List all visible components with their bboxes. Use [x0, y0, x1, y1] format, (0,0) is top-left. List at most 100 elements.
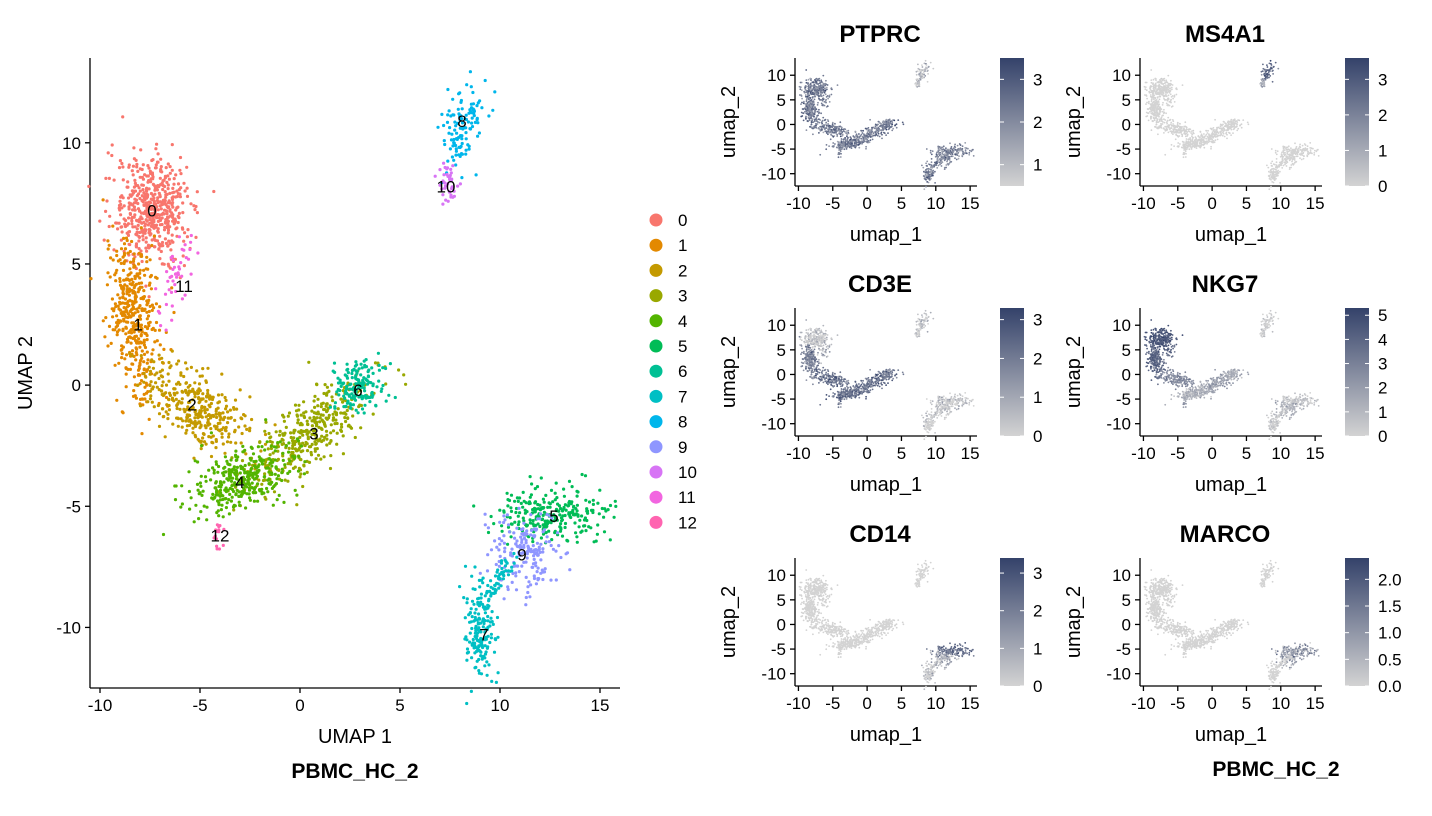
cluster-7-point [483, 594, 487, 598]
cluster-4-point [252, 499, 256, 503]
cluster-3-point [305, 470, 309, 474]
cluster-4-point [194, 503, 198, 507]
feature-ptprc-point [938, 153, 940, 156]
cluster-1-point [145, 310, 149, 314]
cluster-4-point [217, 514, 221, 518]
cluster-3-point [284, 425, 288, 429]
feature-ptprc-point [917, 63, 919, 66]
feature-ptprc-point [809, 96, 812, 99]
cluster-0-point [183, 231, 187, 235]
cluster-0-point [159, 165, 163, 169]
cluster-9-point [537, 577, 541, 581]
feature-ptprc-point [926, 80, 929, 83]
cluster-1-point [127, 330, 131, 334]
feature-ms4a1-point [1154, 77, 1157, 80]
cluster-7-point [497, 586, 501, 590]
cluster-0-point [142, 220, 146, 224]
cluster-8-point [464, 152, 468, 156]
cluster-0-point [159, 207, 163, 211]
cluster-9-point [503, 518, 507, 522]
cluster-7-point [472, 602, 476, 606]
cluster-9-point [502, 541, 506, 545]
feature-ptprc-point [812, 108, 815, 111]
feature-ptprc-point [929, 149, 932, 152]
cluster-5-point [596, 501, 600, 505]
cluster-9-point [526, 590, 530, 595]
cluster-9-point [517, 506, 521, 510]
cluster-0-point [120, 161, 124, 166]
cluster-4-point [218, 480, 223, 484]
feature-ptprc-point [854, 142, 856, 144]
cluster-7-point [476, 600, 480, 605]
cluster-3-point [301, 449, 305, 453]
feature-ptprc-point [808, 98, 810, 101]
cluster-0-point [149, 191, 153, 196]
cluster-3-point [307, 460, 312, 464]
cluster-10-point [449, 167, 453, 171]
cluster-7-point [483, 611, 487, 615]
cluster-2-point [159, 374, 163, 378]
cluster-3-point [281, 438, 285, 442]
feature-ptprc-point [818, 121, 821, 124]
feature-ms4a1-x-tick-label: 5 [1242, 194, 1251, 213]
feature-ptprc-point [800, 111, 803, 114]
cluster-0-point [178, 168, 182, 172]
cluster-7-point [470, 656, 474, 660]
cluster-3-point [323, 424, 327, 428]
cluster-5-point [544, 525, 548, 529]
cluster-8-point [480, 106, 484, 110]
cluster-5-point [533, 500, 538, 504]
cluster-10-point [456, 184, 460, 188]
feature-ptprc-point [818, 87, 821, 90]
feature-ptprc-point [846, 137, 849, 139]
feature-ptprc-point [825, 106, 828, 108]
feature-ptprc-point [825, 148, 828, 151]
feature-ptprc-point [858, 142, 861, 144]
cluster-3-point [263, 478, 267, 482]
cluster-7-point [489, 616, 493, 620]
cluster-9-point [513, 536, 517, 540]
cluster-6-point [352, 367, 356, 371]
feature-ptprc-point [922, 69, 925, 72]
cluster-2-point [208, 396, 212, 400]
feature-ptprc-point [850, 147, 853, 150]
cluster-1-point [115, 314, 119, 318]
cluster-1-point [118, 296, 122, 300]
feature-ptprc-point [839, 156, 842, 158]
cluster-6-point [335, 390, 339, 394]
cluster-11-point [154, 287, 158, 291]
cluster-7-point [465, 647, 470, 651]
cluster-11-point [180, 297, 184, 301]
cluster-5-point [602, 515, 606, 519]
cluster-3-point [344, 419, 348, 424]
feature-ms4a1-point [1156, 97, 1159, 99]
cluster-7-point [462, 596, 466, 600]
cluster-1-point [118, 319, 122, 323]
cluster-9-point [542, 528, 547, 532]
cluster-2-point [202, 432, 206, 436]
umap-x-tick-label: 0 [295, 696, 304, 715]
cluster-1-point [127, 293, 131, 297]
umap-y-tick-label: 5 [72, 255, 81, 274]
cluster-4-point [237, 500, 241, 504]
feature-ptprc-point [879, 124, 882, 127]
feature-ptprc-point [821, 120, 824, 122]
cluster-2-point [233, 398, 238, 402]
legend-label-7: 7 [678, 387, 687, 406]
feature-ptprc-point [823, 101, 826, 103]
umap-y-tick-label: -10 [56, 618, 81, 637]
feature-ptprc-y-axis-title: umap_2 [718, 86, 740, 158]
cluster-8-point [466, 143, 470, 147]
cluster-2-point [179, 417, 183, 421]
feature-ptprc-point [972, 148, 974, 151]
cluster-1-point [150, 243, 154, 248]
cluster-0-point [126, 180, 130, 184]
feature-ptprc-point [855, 138, 858, 141]
cluster-3-point [329, 431, 333, 435]
feature-ptprc-point [926, 173, 929, 176]
cluster-9-point [529, 533, 533, 537]
feature-ptprc-point [832, 135, 835, 138]
cluster-2-point [191, 431, 195, 435]
feature-ms4a1-point [1149, 89, 1152, 91]
cluster-6-point [354, 360, 358, 364]
